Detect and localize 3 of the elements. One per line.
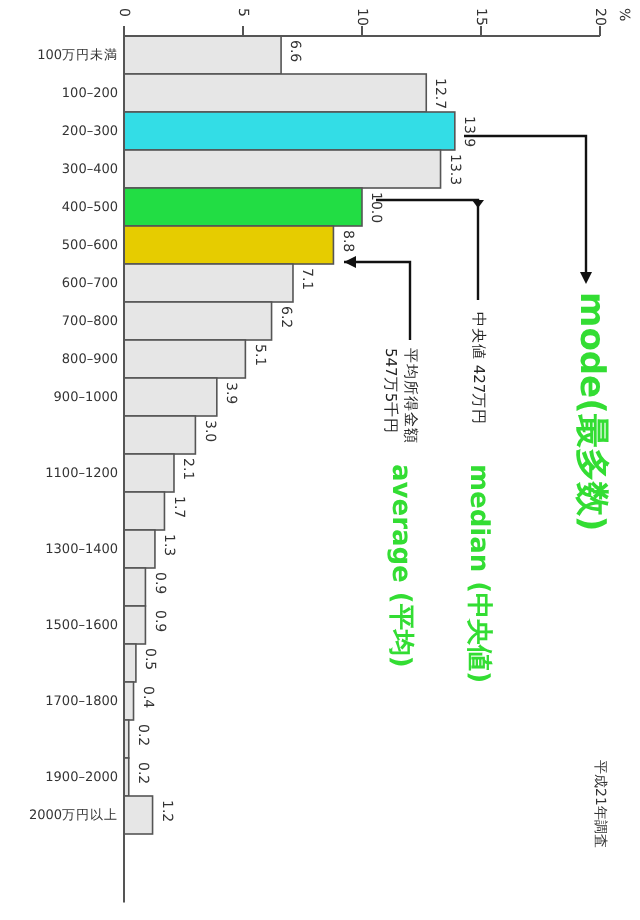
annotation: mode(最多数) — [570, 292, 611, 532]
annotation: median (中央値) — [462, 464, 493, 684]
annotation: average (平均) — [384, 464, 415, 668]
